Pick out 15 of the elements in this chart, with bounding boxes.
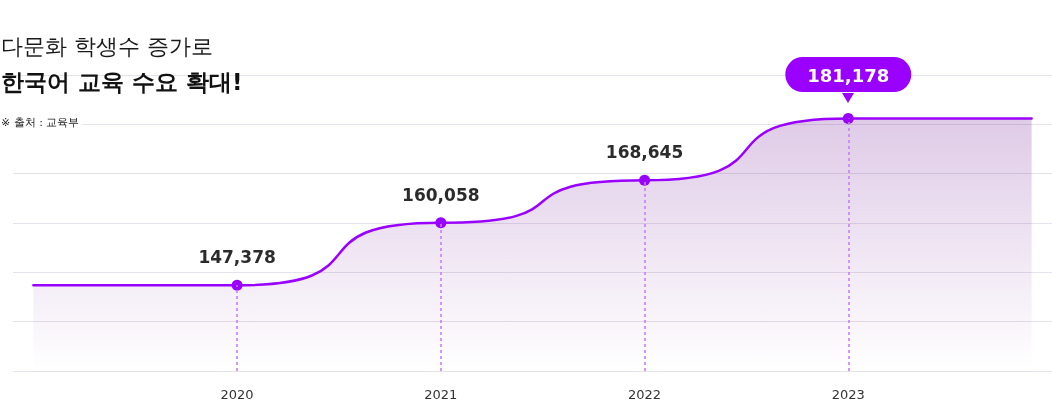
point: [639, 174, 651, 186]
x-tick-label: 2022: [628, 387, 662, 401]
chart-subtitle: 다문화 학생수 증가로: [1, 33, 213, 59]
point: [435, 217, 447, 229]
x-tick-label: 2023: [831, 387, 865, 401]
chart-title: 한국어 교육 수요 확대!: [1, 68, 243, 95]
x-tick-label: 2020: [220, 387, 254, 401]
data-label: 181,178: [807, 64, 890, 86]
x-tick-label: 2021: [424, 387, 458, 401]
annotation: ※ 출처 : 교육부: [1, 116, 80, 129]
point: [842, 113, 854, 125]
data-label: 168,645: [605, 142, 684, 163]
data-label: 147,378: [198, 247, 276, 268]
data-label: 160,058: [402, 184, 480, 205]
point: [231, 279, 243, 291]
